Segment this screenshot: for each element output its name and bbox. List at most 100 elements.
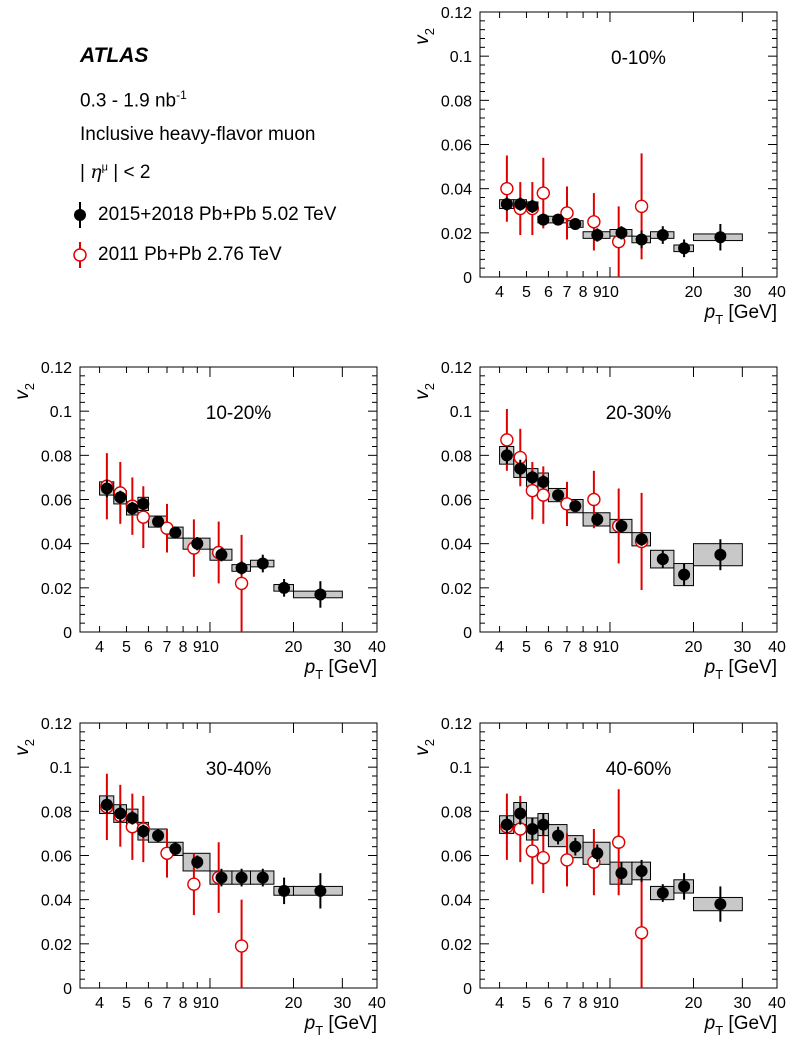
data-point-2015-2018: [169, 842, 182, 855]
x-tick-label: 40: [368, 995, 386, 1012]
y-tick-label: 0.12: [41, 360, 72, 377]
x-tick-label: 9: [193, 995, 202, 1012]
x-tick-label: 5: [122, 995, 131, 1012]
x-tick-label: 4: [95, 995, 104, 1012]
x-axis-title-subscript: T: [315, 1023, 323, 1038]
data-point-2015-2018: [537, 818, 550, 831]
data-point-2011: [500, 181, 514, 196]
y-tick-label: 0.04: [41, 893, 72, 910]
data-point-2015-2018: [526, 823, 539, 835]
data-point-2011: [611, 835, 626, 849]
x-tick-label: 10: [201, 995, 219, 1012]
x-tick-label: 9: [593, 284, 602, 301]
data-point-2015-2018: [137, 825, 150, 838]
data-point-2015-2018: [552, 829, 565, 842]
legend-entry-new: 2015+2018 Pb+Pb 5.02 TeV: [98, 204, 337, 225]
x-axis-title: pT [GeV]: [704, 302, 777, 327]
x-axis-title-symbol: p: [704, 302, 716, 323]
data-point-2015-2018: [215, 548, 228, 561]
y-tick-label: 0: [463, 625, 472, 642]
x-tick-label: 6: [544, 995, 553, 1012]
description-label: Inclusive heavy-flavor muon: [80, 124, 316, 145]
eta-superscript: μ: [101, 161, 108, 174]
y-tick-label: 0: [63, 625, 72, 642]
data-point-2015-2018: [714, 898, 727, 911]
data-point-2015-2018: [591, 513, 604, 526]
centrality-label: 20-30%: [606, 403, 672, 424]
x-tick-label: 20: [285, 639, 303, 656]
y-tick-label: 0.12: [41, 716, 72, 733]
x-axis-title: pT [GeV]: [304, 1013, 377, 1038]
y-tick-label: 0: [463, 981, 472, 998]
data-point-2015-2018: [100, 482, 113, 495]
y-axis-title-subscript: 2: [422, 739, 437, 746]
data-point-2015-2018: [126, 811, 139, 824]
data-point-2015-2018: [635, 864, 648, 877]
x-tick-label: 8: [579, 995, 588, 1012]
centrality-label: 10-20%: [206, 403, 272, 424]
data-point-2011: [234, 576, 249, 591]
data-point-2015-2018: [514, 462, 527, 475]
x-tick-label: 5: [122, 639, 131, 656]
y-tick-label: 0.1: [450, 404, 472, 421]
y-tick-label: 0.06: [41, 849, 72, 866]
x-tick-label: 7: [163, 995, 172, 1012]
data-point-2015-2018: [114, 807, 127, 820]
x-axis-title-symbol: p: [304, 1013, 316, 1034]
chart-panel-0-10: 00.020.040.060.080.10.124 5 6 7 8 9 10 20 30 40pT…: [412, 5, 786, 327]
luminosity-exponent: -1: [176, 88, 187, 102]
data-point-2015-2018: [100, 798, 113, 811]
x-tick-label: 7: [563, 284, 572, 301]
y-tick-label: 0.02: [441, 226, 472, 243]
data-point-2011: [634, 199, 649, 214]
x-tick-label: 40: [768, 995, 786, 1012]
data-point-2011: [587, 215, 601, 229]
x-tick-label: 6: [544, 284, 553, 301]
data-point-2015-2018: [256, 871, 269, 884]
data-point-2015-2018: [256, 557, 269, 570]
y-axis-title-subscript: 2: [422, 383, 437, 390]
y-tick-label: 0.08: [441, 93, 472, 110]
x-tick-label: 9: [593, 995, 602, 1012]
x-axis-title-unit: [GeV]: [723, 1013, 777, 1034]
x-tick-label: 4: [495, 639, 504, 656]
y-axis-title: v2: [412, 383, 437, 400]
x-tick-label: 7: [563, 639, 572, 656]
chart-panel-20-30: 00.020.040.060.080.10.124 5 6 7 8 9 10 20 30 40pT…: [412, 360, 786, 682]
data-point-2015-2018: [615, 520, 628, 532]
x-tick-label: 10: [601, 995, 619, 1012]
data-point-2015-2018: [552, 489, 565, 502]
y-axis-title: v2: [12, 383, 37, 400]
x-tick-label: 5: [522, 995, 531, 1012]
eta-prefix: |: [80, 162, 91, 183]
data-point-2015-2018: [137, 497, 150, 510]
x-tick-label: 30: [333, 995, 351, 1012]
data-point-2015-2018: [615, 867, 628, 880]
data-point-2011: [513, 822, 527, 836]
data-point-2015-2018: [114, 491, 127, 504]
data-point-2015-2018: [678, 568, 691, 581]
data-point-2015-2018: [526, 200, 539, 213]
legend-block: ATLAS 0.3 - 1.9 nb-1 Inclusive heavy-fla…: [0, 0, 420, 300]
y-axis-title-symbol: v: [412, 389, 433, 400]
data-point-2011: [536, 851, 551, 865]
y-axis-title: v2: [412, 28, 437, 45]
x-tick-label: 8: [579, 639, 588, 656]
data-point-2015-2018: [569, 840, 582, 853]
chart-panel-40-60: 00.020.040.060.080.10.124 5 6 7 8 9 10 20 30 40pT…: [412, 716, 786, 1038]
data-point-2015-2018: [714, 231, 727, 244]
data-point-2011: [587, 492, 601, 507]
y-tick-label: 0.04: [441, 537, 472, 554]
x-tick-label: 20: [685, 639, 703, 656]
eta-suffix: | < 2: [107, 162, 151, 183]
x-axis-title-subscript: T: [715, 1023, 723, 1038]
x-tick-label: 8: [579, 284, 588, 301]
data-point-2015-2018: [552, 213, 565, 226]
data-point-2015-2018: [235, 871, 248, 884]
data-point-2015-2018: [314, 884, 327, 897]
data-point-2015-2018: [500, 198, 513, 211]
y-tick-label: 0.08: [441, 804, 472, 821]
x-axis-title-symbol: p: [704, 657, 716, 678]
data-point-2011: [560, 206, 574, 220]
x-tick-label: 5: [522, 284, 531, 301]
